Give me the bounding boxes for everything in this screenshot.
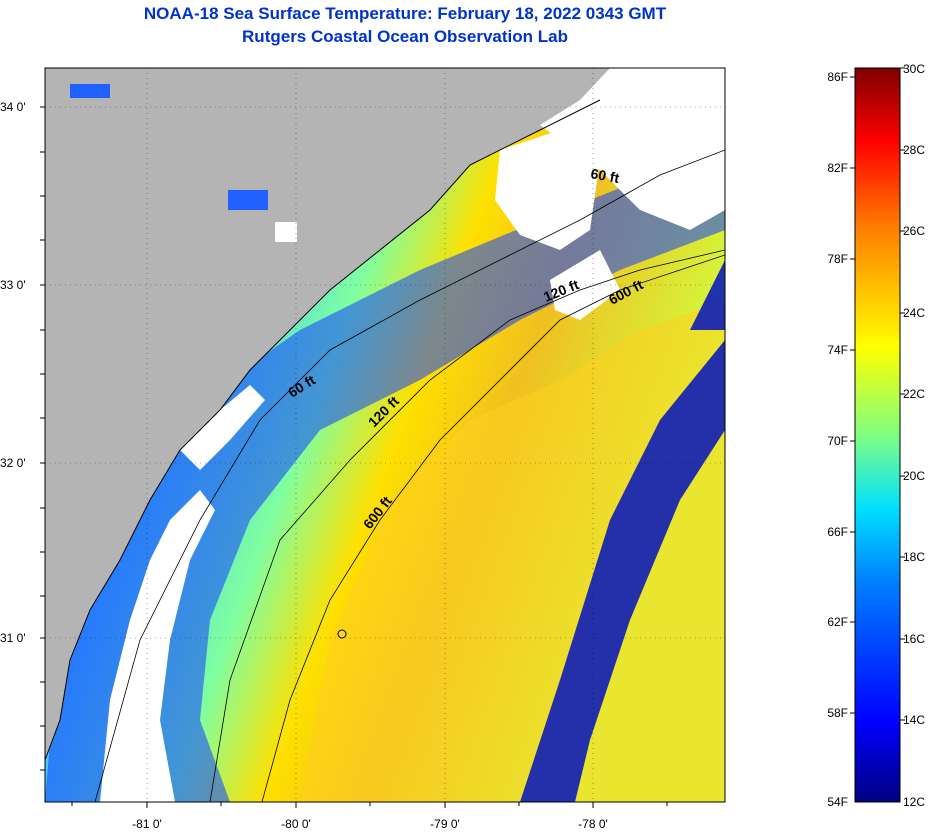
cloud-patch-ne (540, 68, 725, 230)
isobath-120ft (209, 249, 725, 802)
lat-label-32: 32 0' (0, 456, 26, 470)
cloud-patch-north (495, 130, 600, 250)
cbar-f-86: 86F (827, 70, 848, 84)
land-mass (45, 68, 610, 760)
lat-label-34: 34 0' (0, 100, 26, 114)
map-title: NOAA-18 Sea Surface Temperature: Februar… (143, 4, 667, 23)
lake-patch-north (70, 84, 110, 98)
cbar-c-30: 30C (903, 62, 925, 76)
cbar-c-18: 18C (903, 550, 925, 564)
cold-filament-east (690, 260, 725, 330)
cbar-f-74: 74F (827, 343, 848, 357)
cbar-f-78: 78F (827, 252, 848, 266)
cbar-c-14: 14C (903, 713, 925, 727)
contour-label-60ft-north: 60 ft (589, 165, 620, 186)
cbar-c-26: 26C (903, 224, 925, 238)
lake-patch (228, 190, 268, 210)
isobath-seamount (337, 629, 347, 639)
cloud-patch-inland (275, 222, 297, 242)
cbar-c-28: 28C (903, 143, 925, 157)
cbar-c-20: 20C (903, 469, 925, 483)
isobath-60ft (94, 149, 725, 802)
cbar-c-16: 16C (903, 632, 925, 646)
graticule (45, 68, 725, 802)
axis-ticks (40, 106, 668, 808)
map-frame (44, 67, 726, 803)
cbar-f-82: 82F (827, 161, 848, 175)
lat-label-31: 31 0' (0, 631, 26, 645)
coastline (45, 99, 601, 761)
cloud-patch-coast (180, 385, 265, 470)
lon-label-78: -78 0' (578, 817, 608, 831)
isobath-600ft (261, 254, 725, 802)
colorbar-ticks (850, 67, 905, 721)
cbar-c-22: 22C (903, 387, 925, 401)
cbar-c-12: 12C (903, 795, 925, 809)
lat-label-33: 33 0' (0, 278, 26, 292)
map-subtitle: Rutgers Coastal Ocean Observation Lab (242, 27, 568, 46)
lon-label-80: -80 0' (281, 817, 311, 831)
cloud-patch-sw (100, 490, 215, 802)
colorbar (854, 67, 901, 803)
cbar-c-24: 24C (903, 306, 925, 320)
lon-label-79: -79 0' (430, 817, 460, 831)
warm-water-band (300, 300, 725, 802)
cbar-f-66: 66F (827, 525, 848, 539)
cbar-f-58: 58F (827, 706, 848, 720)
cold-filament-band (520, 340, 725, 802)
cbar-f-62: 62F (827, 615, 848, 629)
lon-label-81: -81 0' (132, 817, 162, 831)
map-plot-area (45, 68, 725, 802)
cbar-f-70: 70F (827, 434, 848, 448)
cbar-f-54: 54F (827, 795, 848, 809)
